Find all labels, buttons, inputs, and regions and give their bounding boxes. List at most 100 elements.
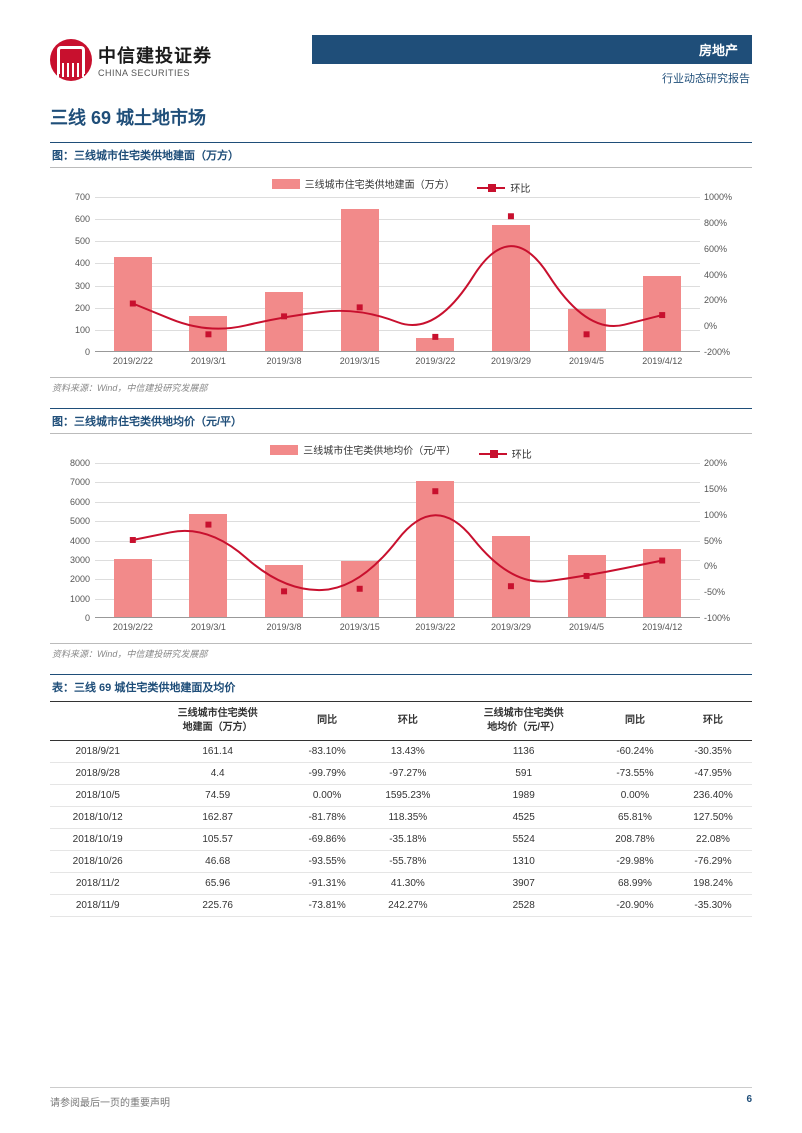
y-left-label: 5000: [60, 516, 90, 526]
table-cell: 105.57: [145, 829, 290, 851]
chart1-plot: 0100200300400500600700-200%0%200%400%600…: [95, 197, 700, 352]
y-right-label: 800%: [704, 218, 742, 228]
y-right-label: 0%: [704, 321, 742, 331]
table-row: 2018/11/9225.76-73.81%242.27%2528-20.90%…: [50, 895, 752, 917]
table-body: 2018/9/21161.14-83.10%13.43%1136-60.24%-…: [50, 741, 752, 917]
table-cell: 4.4: [145, 763, 290, 785]
table-cell: 5524: [451, 829, 596, 851]
chart2-legend-bar: 三线城市住宅类供地均价（元/平）: [303, 442, 456, 457]
table-header-cell: 三线城市住宅类供地均价（元/平）: [451, 702, 596, 741]
table-cell: -97.27%: [364, 763, 451, 785]
table-cell: 46.68: [145, 851, 290, 873]
chart2-x-axis: 2019/2/222019/3/12019/3/82019/3/152019/3…: [95, 618, 700, 632]
table-cell: -30.35%: [674, 741, 752, 763]
x-label: 2019/3/8: [264, 356, 304, 366]
table-cell: 22.08%: [674, 829, 752, 851]
y-right-label: 400%: [704, 270, 742, 280]
chart2-plot: 010002000300040005000600070008000-100%-5…: [95, 463, 700, 618]
x-label: 2019/4/12: [642, 622, 682, 632]
table-cell: 2018/11/9: [50, 895, 145, 917]
y-right-label: 150%: [704, 484, 742, 494]
y-right-label: -200%: [704, 347, 742, 357]
table-cell: 0.00%: [290, 785, 364, 807]
y-right-label: 100%: [704, 510, 742, 520]
table-cell: -35.30%: [674, 895, 752, 917]
table-row: 2018/9/284.4-99.79%-97.27%591-73.55%-47.…: [50, 763, 752, 785]
table-row: 2018/10/2646.68-93.55%-55.78%1310-29.98%…: [50, 851, 752, 873]
table-caption: 表：三线 69 城住宅类供地建面及均价: [50, 674, 752, 701]
table-cell: 3907: [451, 873, 596, 895]
sector-badge: 房地产: [312, 35, 752, 64]
x-label: 2019/3/22: [415, 622, 455, 632]
table-header-cell: 同比: [290, 702, 364, 741]
table-cell: 1136: [451, 741, 596, 763]
page-header: 中信建投证券 CHINA SECURITIES 房地产 行业动态研究报告: [0, 0, 802, 90]
table-cell: 161.14: [145, 741, 290, 763]
x-label: 2019/3/8: [264, 622, 304, 632]
logo-icon: [50, 39, 92, 81]
page-footer: 请参阅最后一页的重要声明 6: [50, 1087, 752, 1109]
table-header-row: 三线城市住宅类供地建面（万方）同比环比三线城市住宅类供地均价（元/平）同比环比: [50, 702, 752, 741]
table-cell: 118.35%: [364, 807, 451, 829]
table-cell: -93.55%: [290, 851, 364, 873]
table-cell: 65.81%: [596, 807, 674, 829]
table-cell: 162.87: [145, 807, 290, 829]
table-cell: 1989: [451, 785, 596, 807]
chart1-x-axis: 2019/2/222019/3/12019/3/82019/3/152019/3…: [95, 352, 700, 366]
footer-disclaimer: 请参阅最后一页的重要声明: [50, 1094, 170, 1109]
x-label: 2019/3/22: [415, 356, 455, 366]
table-cell: 198.24%: [674, 873, 752, 895]
bar: [341, 209, 379, 351]
x-label: 2019/3/1: [188, 356, 228, 366]
table-header-cell: 环比: [364, 702, 451, 741]
table-cell: 68.99%: [596, 873, 674, 895]
chart-supply-area: 图：三线城市住宅类供地建面（万方） 三线城市住宅类供地建面（万方） 环比 010…: [50, 142, 752, 402]
data-table: 三线城市住宅类供地建面（万方）同比环比三线城市住宅类供地均价（元/平）同比环比 …: [50, 701, 752, 917]
x-label: 2019/3/29: [491, 622, 531, 632]
table-cell: -47.95%: [674, 763, 752, 785]
table-cell: 0.00%: [596, 785, 674, 807]
report-type: 行业动态研究报告: [662, 70, 750, 86]
table-cell: -91.31%: [290, 873, 364, 895]
logo-en: CHINA SECURITIES: [98, 68, 212, 78]
x-label: 2019/4/5: [567, 356, 607, 366]
section-title: 三线 69 城土地市场: [50, 104, 752, 130]
company-logo: 中信建投证券 CHINA SECURITIES: [50, 39, 212, 81]
bar: [492, 536, 530, 617]
table-cell: -20.90%: [596, 895, 674, 917]
bar: [341, 561, 379, 617]
table-cell: 2018/10/26: [50, 851, 145, 873]
table-cell: -81.78%: [290, 807, 364, 829]
bar: [568, 309, 606, 351]
bar: [492, 225, 530, 351]
x-label: 2019/4/5: [567, 622, 607, 632]
table-header-cell: 三线城市住宅类供地建面（万方）: [145, 702, 290, 741]
y-left-label: 1000: [60, 594, 90, 604]
table-cell: 236.40%: [674, 785, 752, 807]
table-header-cell: 同比: [596, 702, 674, 741]
table-cell: 13.43%: [364, 741, 451, 763]
y-left-label: 4000: [60, 536, 90, 546]
x-label: 2019/2/22: [113, 622, 153, 632]
y-right-label: 200%: [704, 458, 742, 468]
table-header-cell: 环比: [674, 702, 752, 741]
bar: [189, 514, 227, 617]
chart2-legend-line: 环比: [512, 446, 532, 461]
table-cell: 2018/11/2: [50, 873, 145, 895]
table-row: 2018/10/574.590.00%1595.23%19890.00%236.…: [50, 785, 752, 807]
table-cell: 2018/10/5: [50, 785, 145, 807]
table-row: 2018/10/12162.87-81.78%118.35%452565.81%…: [50, 807, 752, 829]
chart1-legend-line: 环比: [510, 180, 530, 195]
table-cell: -35.18%: [364, 829, 451, 851]
page-number: 6: [746, 1094, 752, 1109]
logo-cn: 中信建投证券: [98, 42, 212, 68]
y-left-label: 0: [60, 613, 90, 623]
table-cell: 591: [451, 763, 596, 785]
y-left-label: 0: [60, 347, 90, 357]
y-right-label: 600%: [704, 244, 742, 254]
y-right-label: 200%: [704, 295, 742, 305]
table-cell: -55.78%: [364, 851, 451, 873]
x-label: 2019/3/15: [340, 356, 380, 366]
y-right-label: 0%: [704, 561, 742, 571]
y-right-label: 50%: [704, 536, 742, 546]
